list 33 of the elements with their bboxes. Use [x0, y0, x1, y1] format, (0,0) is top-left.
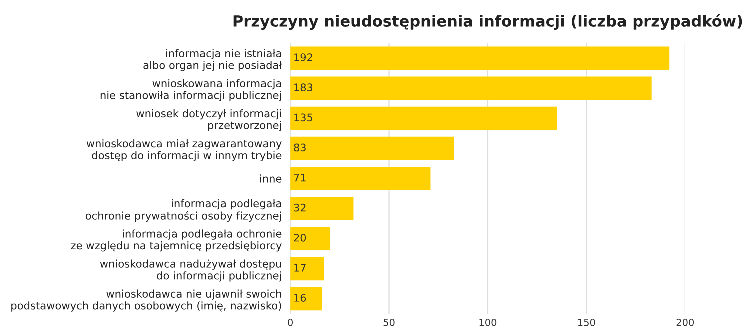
y-tick-label: informacja podlegała ochronie ze względu na tajemnicę przedsiębiorcy [71, 230, 282, 252]
data-label: 32 [294, 204, 306, 212]
bar [290, 166, 431, 190]
x-tick-label: 50 [384, 318, 395, 326]
data-label: 20 [294, 234, 306, 242]
data-label: 17 [294, 264, 306, 272]
bar [290, 197, 354, 220]
y-tick-label: wnioskodawca nadużywał dostępu do informacji publicznej [100, 260, 282, 282]
bar [290, 46, 670, 70]
data-label: 83 [294, 144, 306, 152]
y-tick-label: wniosek dotyczył informacji przetworzonej [136, 109, 282, 132]
bar [290, 227, 330, 251]
chart-title: Przyczyny nieudostępnienia informacji (liczba przypadków) [234, 14, 742, 30]
bar [290, 76, 652, 100]
data-label: 16 [294, 294, 306, 302]
x-tick-label: 150 [578, 318, 596, 326]
data-label: 192 [294, 54, 312, 62]
bar [290, 106, 558, 130]
y-tick-label: inne [260, 174, 282, 183]
data-label: 71 [294, 174, 306, 182]
y-tick-label: wnioskodawca nie ujawnił swoich podstawowych danych osobowych (imię, nazwisko) [12, 290, 282, 312]
data-label: 135 [294, 114, 312, 122]
bar [290, 136, 454, 160]
x-tick-label: 200 [676, 318, 694, 326]
y-tick-label: wnioskodawca miał zagwarantowany dostęp do informacji w innym trybie [86, 140, 282, 162]
y-tick-label: informacja nie istniała albo organ jej nie posiadał [144, 49, 282, 72]
bar [290, 257, 324, 281]
x-tick-label: 100 [480, 318, 497, 326]
data-label: 183 [294, 84, 313, 92]
bar [290, 287, 322, 311]
y-tick-label: wnioskowana informacja nie stanowiła informacji publicznej [100, 79, 282, 102]
x-tick-label: 0 [288, 318, 293, 326]
y-tick-label: informacja podlegała ochronie prywatności osoby fizycznej [86, 199, 282, 222]
